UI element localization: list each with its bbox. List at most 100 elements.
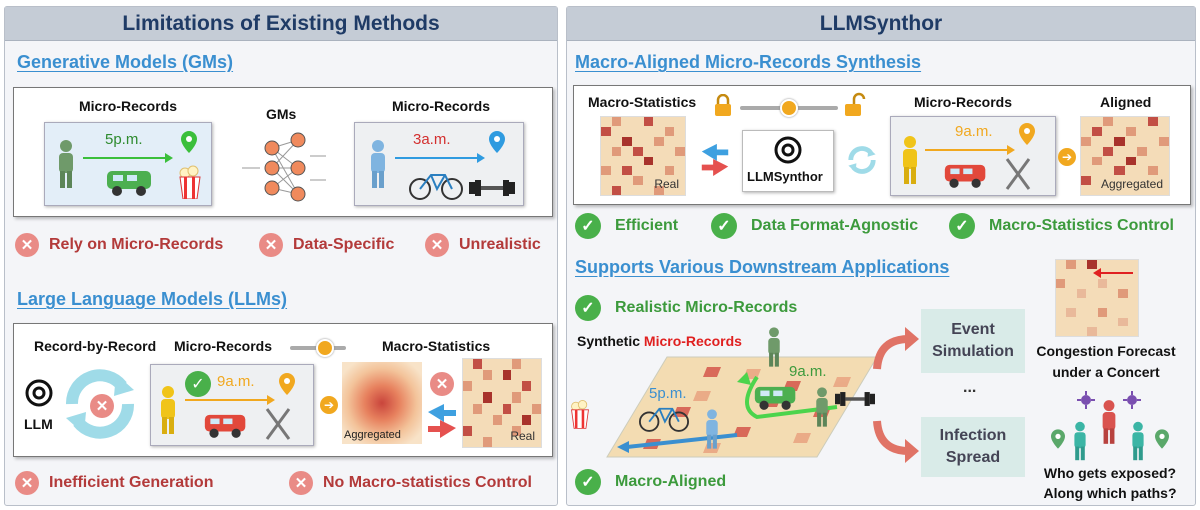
llm-issue-2: ✕ No Macro-statistics Control (289, 471, 532, 495)
cross-icon: ✕ (90, 394, 114, 418)
cross-icon: ✕ (15, 233, 39, 257)
aligned-label: Aligned (1100, 94, 1152, 110)
real-label: Real (510, 429, 535, 443)
llm-macro-statistics-label: Macro-Statistics (382, 338, 491, 354)
location-pin-icon (489, 131, 505, 153)
aggregated-label: Aggregated (344, 429, 401, 441)
synthetic-suffix: Micro-Records (643, 333, 742, 349)
popcorn-icon (571, 400, 589, 429)
synth-time: 9a.m. (955, 123, 993, 140)
unlock-icon (845, 92, 866, 116)
neural-net-icon (242, 132, 326, 202)
openai-logo-icon (25, 379, 53, 407)
llm-record-card: ✓ 9a.m. (150, 364, 314, 446)
infection-spread-box: Infection Spread (921, 417, 1025, 477)
gm-time-2: 3a.m. (413, 131, 451, 148)
realistic-text: Realistic Micro-Records (615, 299, 798, 316)
map-time-am: 9a.m. (789, 363, 827, 380)
gm-example-box: Micro-Records 5p.m. GMs Micro-Records 3a… (13, 87, 553, 217)
check-icon: ✓ (185, 371, 211, 397)
cross-icon: ✕ (15, 471, 39, 495)
popcorn-icon (179, 165, 201, 199)
benefit-3-text: Macro-Statistics Control (989, 217, 1174, 234)
green-arrow-icon (83, 153, 173, 163)
virus-icon (1123, 391, 1141, 409)
van-icon (107, 171, 151, 196)
check-icon: ✓ (575, 295, 601, 321)
location-pin-icon (1155, 429, 1169, 449)
llm-issue-1: ✕ Inefficient Generation (15, 471, 213, 495)
event-simulation-box: Event Simulation (921, 309, 1025, 373)
person-icon (706, 409, 718, 449)
fork-knife-icon (1005, 158, 1031, 190)
congestion-label: Congestion Forecast under a Concert (1036, 343, 1176, 380)
virus-icon (1077, 391, 1095, 409)
record-by-record-label: Record-by-Record (34, 338, 157, 354)
cross-icon: ✕ (425, 233, 449, 257)
synthetic-prefix: Synthetic (577, 333, 644, 349)
gms-section-title: Generative Models (GMs) (17, 52, 234, 72)
person-icon (903, 136, 917, 184)
map-time-pm: 5p.m. (649, 385, 687, 402)
gm-issue-3: ✕ Unrealistic (425, 233, 541, 257)
benefit-3: ✓ Macro-Statistics Control (949, 213, 1174, 239)
bicycle-icon (639, 407, 689, 432)
synthesis-section-title: Macro-Aligned Micro-Records Synthesis (575, 52, 922, 72)
left-panel-header: Limitations of Existing Methods (5, 7, 557, 41)
van-icon (204, 414, 246, 438)
right-panel-header: LLMSynthor (567, 7, 1195, 41)
llm-issue-2-text: No Macro-statistics Control (323, 474, 532, 491)
synth-micro-records-label: Micro-Records (914, 94, 1013, 110)
cycle-arrows-icon (66, 369, 134, 439)
cross-icon: ✕ (430, 372, 454, 396)
person-icon (1074, 421, 1086, 461)
fork-knife-icon (265, 408, 291, 440)
right-panel: LLMSynthor Macro-Aligned Micro-Records S… (566, 6, 1196, 506)
swap-arrows-icon (428, 404, 456, 438)
llm-example-box: Record-by-Record LLM ✕ Micro-Records ✓ 9… (13, 323, 553, 457)
location-pin-icon (279, 373, 295, 395)
person-icon (371, 140, 385, 188)
benefit-2: ✓ Data Format-Agnostic (711, 213, 918, 239)
synthetic-micro-records-label: Synthetic Micro-Records (577, 333, 742, 349)
real-heatmap: Real (462, 358, 542, 448)
check-icon: ✓ (575, 213, 601, 239)
left-panel: Limitations of Existing Methods Generati… (4, 6, 558, 506)
macro-aligned-item: ✓ Macro-Aligned (575, 469, 726, 495)
van-icon (754, 386, 796, 410)
person-icon (161, 386, 175, 434)
person-icon (1132, 421, 1144, 461)
llm-time: 9a.m. (217, 373, 255, 390)
cross-icon: ✕ (259, 233, 283, 257)
llm-label: LLM (24, 416, 53, 432)
gm-record-card-1: 5p.m. (44, 122, 212, 206)
swap-arrows-icon (701, 143, 729, 176)
city-map (606, 356, 878, 458)
realistic-item: ✓ Realistic Micro-Records (575, 295, 797, 321)
synth-macro-statistics-label: Macro-Statistics (588, 94, 697, 110)
curved-arrow-down-icon (873, 420, 919, 463)
orange-arrow-icon (185, 395, 275, 405)
bicycle-icon (409, 174, 463, 200)
aggregated-heatmap: Aggregated (342, 362, 422, 444)
gms-label: GMs (266, 106, 297, 122)
benefit-1-text: Efficient (615, 217, 679, 234)
synthesis-box: Macro-Statistics Real LLMSynthor Micro-R… (573, 85, 1191, 205)
orange-arrow-icon (925, 145, 1015, 155)
exposure-question: Who gets exposed? Along which paths? (1043, 465, 1177, 502)
gm-issue-1-text: Rely on Micro-Records (49, 236, 224, 253)
location-pin-icon (181, 131, 197, 153)
infected-person-icon (1102, 400, 1116, 444)
synth-real-heatmap: Real (600, 116, 686, 196)
check-icon: ✓ (949, 213, 975, 239)
apps-section-title: Supports Various Downstream Applications (575, 257, 950, 277)
location-pin-icon (1051, 429, 1065, 449)
benefit-2-text: Data Format-Agnostic (751, 217, 919, 234)
right-arrow-icon: ➔ (1058, 148, 1076, 166)
gm-issue-2-text: Data-Specific (293, 236, 395, 253)
gm-issue-1: ✕ Rely on Micro-Records (15, 233, 223, 257)
location-pin-icon (1019, 123, 1035, 145)
red-pointer-arrow-icon (1093, 268, 1133, 278)
van-icon (944, 164, 986, 188)
dumbbell-icon (835, 392, 875, 406)
